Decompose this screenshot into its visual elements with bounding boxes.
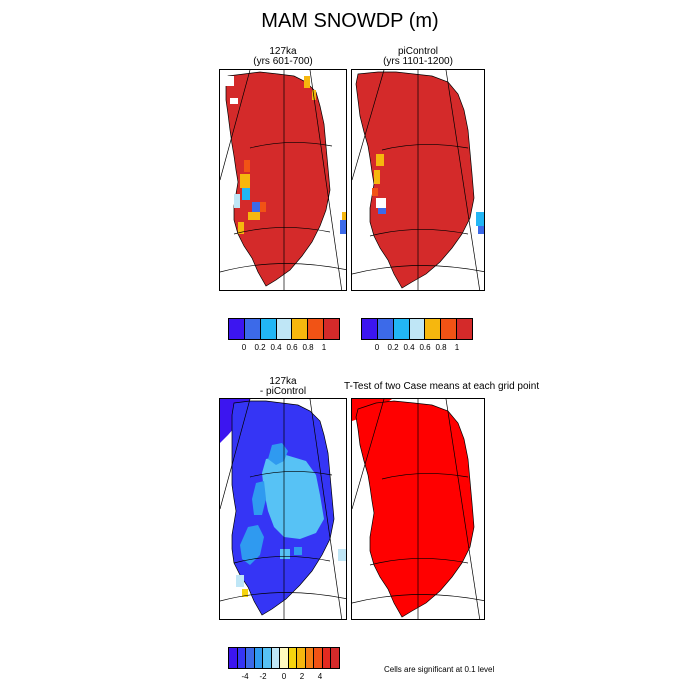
map-panel-picontrol — [351, 69, 485, 291]
colorbar-swatch — [305, 648, 315, 668]
colorbar-snow-depth — [361, 318, 473, 340]
colorbar-swatch — [322, 648, 332, 668]
interior-mid-region — [252, 481, 266, 515]
tick-label: 0.2 — [254, 343, 266, 352]
colorbar-swatch — [362, 319, 378, 339]
colorbar-swatch — [271, 648, 281, 668]
colorbar-swatch — [229, 319, 245, 339]
greenland-landmass — [355, 71, 475, 289]
colorbar-swatch — [425, 319, 442, 339]
colorbar-swatch — [292, 319, 309, 339]
tick-label: 0.8 — [302, 343, 314, 352]
tick-label: 1 — [321, 343, 327, 352]
colorbar-swatch — [441, 319, 458, 339]
colorbar-snow-depth — [228, 318, 340, 340]
tick-label: 4 — [317, 672, 323, 681]
colorbar-bottom-ticks: -4 -2 0 2 4 — [228, 672, 340, 684]
colorbar-swatch — [229, 648, 238, 668]
map-panel-127ka — [219, 69, 347, 291]
interior-mid-region — [240, 525, 264, 565]
colorbar-swatch — [288, 648, 298, 668]
colorbar-swatch — [331, 648, 339, 668]
interior-mid-region — [268, 443, 288, 465]
figure-title: MAM SNOWDP (m) — [261, 10, 439, 32]
colorbar-swatch — [314, 648, 323, 668]
tick-label: 0.2 — [387, 343, 399, 352]
colorbar-swatch — [254, 648, 264, 668]
panel-title-picontrol: piControl (yrs 1101-1200) — [351, 47, 485, 67]
colorbar-swatch — [246, 648, 255, 668]
panel-title-127ka: 127ka (yrs 601-700) — [219, 47, 347, 67]
greenland-landmass — [355, 400, 475, 618]
ttest-label: T-Test of two Case means at each grid po… — [344, 381, 540, 392]
panel-title-difference: 127ka - piControl — [219, 377, 347, 397]
panel-title-line1: 127ka — [269, 46, 297, 57]
colorbar-swatch — [409, 319, 426, 339]
colorbar-difference — [228, 647, 340, 669]
tick-label: -4 — [241, 672, 249, 681]
map-panel-ttest — [351, 398, 485, 620]
panel-title-line2: (yrs 601-700) — [253, 56, 313, 67]
colorbar-swatch — [260, 319, 277, 339]
colorbar-swatch — [297, 648, 306, 668]
map-panel-difference — [219, 398, 347, 620]
colorbar-top-ticks: 0 0.2 0.4 0.6 0.8 1 — [228, 343, 340, 355]
tick-label: 2 — [299, 672, 305, 681]
colorbar-swatch — [324, 319, 340, 339]
tick-label: 0.4 — [270, 343, 282, 352]
interior-light-region — [262, 455, 324, 539]
tick-label: 0.6 — [286, 343, 298, 352]
colorbar-swatch — [237, 648, 247, 668]
colorbar-swatch — [457, 319, 473, 339]
colorbar-swatch — [308, 319, 325, 339]
tick-label: 0 — [281, 672, 287, 681]
tick-label: 0.6 — [419, 343, 431, 352]
colorbar-swatch — [377, 319, 394, 339]
panel-title-line2: (yrs 1101-1200) — [383, 56, 453, 67]
panel-title-line2: - piControl — [259, 386, 307, 397]
tick-label: 0.8 — [435, 343, 447, 352]
colorbar-swatch — [276, 319, 293, 339]
panel-title-line1: 127ka — [269, 376, 297, 387]
tick-label: 0 — [374, 343, 380, 352]
tick-label: 1 — [454, 343, 460, 352]
colorbar-swatch — [244, 319, 261, 339]
colorbar-top-ticks: 0 0.2 0.4 0.6 0.8 1 — [361, 343, 473, 355]
colorbar-swatch — [393, 319, 410, 339]
colorbar-swatch — [263, 648, 272, 668]
tick-label: 0 — [241, 343, 247, 352]
tick-label: -2 — [259, 672, 267, 681]
panel-title-line1: piControl — [397, 46, 439, 57]
significance-footnote: Cells are significant at 0.1 level — [384, 665, 495, 674]
tick-label: 0.4 — [403, 343, 415, 352]
colorbar-swatch — [280, 648, 289, 668]
